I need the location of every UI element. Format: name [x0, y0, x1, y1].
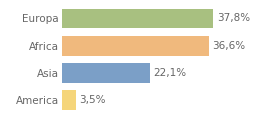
Bar	[62, 36, 209, 56]
Text: 36,6%: 36,6%	[212, 41, 245, 51]
Bar	[62, 63, 150, 83]
Text: 37,8%: 37,8%	[217, 13, 250, 24]
Text: 3,5%: 3,5%	[79, 95, 105, 105]
Text: 22,1%: 22,1%	[154, 68, 187, 78]
Bar	[62, 9, 213, 28]
Bar	[62, 90, 76, 110]
